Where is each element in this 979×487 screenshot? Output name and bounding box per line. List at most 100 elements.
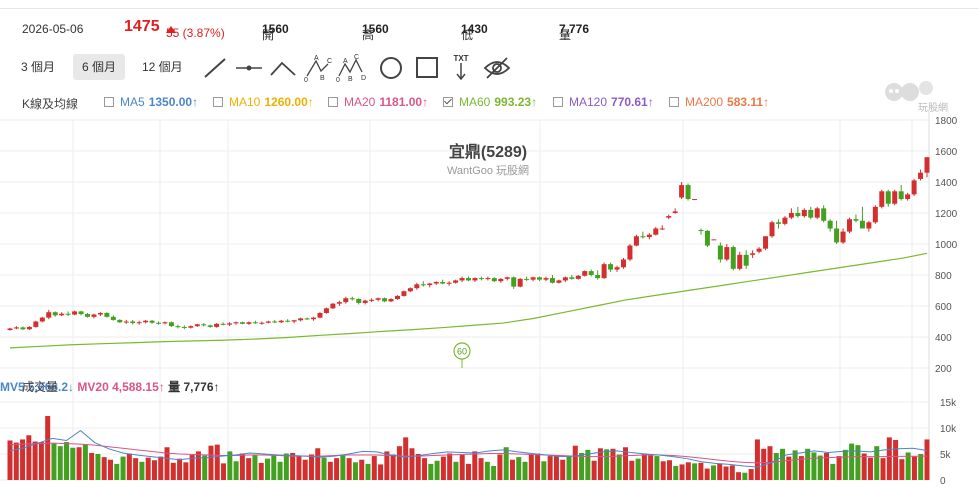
candle-body — [924, 157, 930, 173]
ma60-toggle[interactable]: MA60 993.23↑ — [443, 95, 537, 109]
volume-ma-lines — [9, 429, 928, 468]
candle-body — [156, 322, 162, 324]
ma120-checkbox[interactable] — [553, 97, 563, 107]
range-3-months-button[interactable]: 3 個月 — [21, 60, 56, 74]
candle-body — [39, 317, 45, 322]
candle-body — [446, 282, 452, 284]
volume-bar — [195, 451, 201, 480]
candle-body — [704, 230, 710, 246]
volume-bar — [202, 455, 208, 480]
volume-bar — [403, 437, 409, 480]
volume-bar — [867, 457, 873, 480]
ma60-marker: 60 — [453, 342, 471, 368]
volume-bar — [38, 442, 44, 480]
candle-body — [582, 271, 588, 276]
candle-body — [285, 320, 291, 322]
volume-bar — [151, 460, 157, 480]
mv20-legend: MV20 4,588.15↑ — [77, 380, 165, 394]
abcd-pattern-tool-icon[interactable]: A C 0 B D — [336, 54, 366, 84]
volume-bar — [453, 461, 459, 480]
volume-bar — [692, 463, 698, 480]
text-tool-icon[interactable]: TXT — [446, 54, 476, 82]
candle-body — [246, 322, 252, 324]
candle-body — [872, 206, 878, 223]
volume-bar — [428, 463, 434, 480]
range-12-months-button[interactable]: 12 個月 — [142, 60, 183, 74]
volume-bar — [390, 454, 396, 480]
ma60-marker-circle — [453, 342, 471, 360]
volume-bar — [566, 456, 572, 480]
ma5-toggle[interactable]: MA5 1350.00↑ — [104, 95, 198, 109]
volume-bar — [114, 463, 120, 480]
volume-bar — [246, 458, 252, 480]
candle-body — [511, 277, 517, 287]
ma20-checkbox[interactable] — [328, 97, 338, 107]
volume-bar — [107, 459, 113, 480]
volume-bar — [899, 459, 905, 480]
ma5-checkbox[interactable] — [104, 97, 114, 107]
price-tick-label: 1800 — [935, 116, 958, 127]
volume-bar — [26, 435, 32, 480]
candle-body — [672, 211, 678, 213]
candle-body — [311, 317, 317, 320]
volume-bar — [302, 459, 308, 480]
hide-drawings-icon[interactable] — [482, 54, 512, 82]
rectangle-tool-icon[interactable] — [412, 54, 442, 82]
candle-body — [698, 230, 704, 232]
candle-body — [575, 275, 581, 279]
candle-body — [478, 278, 484, 280]
candle-body — [866, 222, 872, 229]
stock-chart[interactable]: 宜鼎(5289) WantGoo 玩股網 60 200 400 600 800 1000… — [0, 112, 979, 487]
candle-body — [569, 277, 575, 279]
candle-body — [892, 191, 898, 204]
top-divider — [0, 8, 979, 9]
candle-body — [692, 199, 698, 201]
candle-body — [420, 284, 426, 286]
ma10-toggle[interactable]: MA10 1260.00↑ — [213, 95, 314, 109]
ma200-name: MA200 — [685, 95, 724, 109]
candlesticks — [7, 157, 930, 331]
volume-bar — [70, 447, 76, 480]
horizontal-line-tool-icon[interactable] — [234, 54, 264, 82]
ma20-toggle[interactable]: MA20 1181.00↑ — [328, 95, 428, 109]
candle-body — [808, 209, 814, 218]
volume-bar — [666, 460, 672, 480]
candle-body — [724, 247, 730, 260]
ma120-toggle[interactable]: MA120 770.61↑ — [553, 95, 654, 109]
ma5-name: MA5 — [120, 95, 145, 109]
candle-body — [84, 314, 90, 317]
candle-body — [181, 326, 187, 328]
mv20-line — [9, 442, 928, 464]
volume-bar — [729, 465, 735, 480]
candle-body — [407, 288, 413, 292]
candle-body — [168, 322, 174, 327]
ma60-value: 993.23↑ — [494, 95, 538, 109]
volume-bar — [893, 439, 899, 480]
abc-pattern-tool-icon[interactable]: A 0 B C — [302, 54, 332, 84]
range-6-months-button[interactable]: 6 個月 — [73, 54, 126, 80]
candle-body — [149, 320, 155, 323]
volume-tick-label: 15k — [940, 398, 957, 409]
ma60-polyline — [9, 252, 928, 349]
candle-body — [117, 319, 123, 323]
volume-bar — [616, 454, 622, 480]
ma200-checkbox[interactable] — [669, 97, 679, 107]
candle-body — [847, 219, 853, 232]
polyline-tool-icon[interactable] — [268, 54, 298, 82]
line-tool-icon[interactable] — [200, 54, 230, 82]
ma200-toggle[interactable]: MA200 583.11↑ — [669, 95, 769, 109]
candle-body — [472, 278, 478, 281]
ma60-checkbox[interactable] — [443, 97, 453, 107]
ma10-checkbox[interactable] — [213, 97, 223, 107]
candle-body — [401, 291, 407, 296]
candle-body — [911, 180, 917, 195]
volume-bar — [459, 455, 465, 480]
price-tick-label: 400 — [935, 333, 952, 344]
circle-tool-icon[interactable] — [376, 54, 406, 82]
candle-body — [769, 222, 775, 237]
volume-bar — [82, 444, 88, 480]
volume-bar — [478, 458, 484, 480]
candle-body — [298, 318, 304, 321]
volume-tick-label: 5k — [940, 450, 952, 461]
candle-body — [795, 213, 801, 217]
